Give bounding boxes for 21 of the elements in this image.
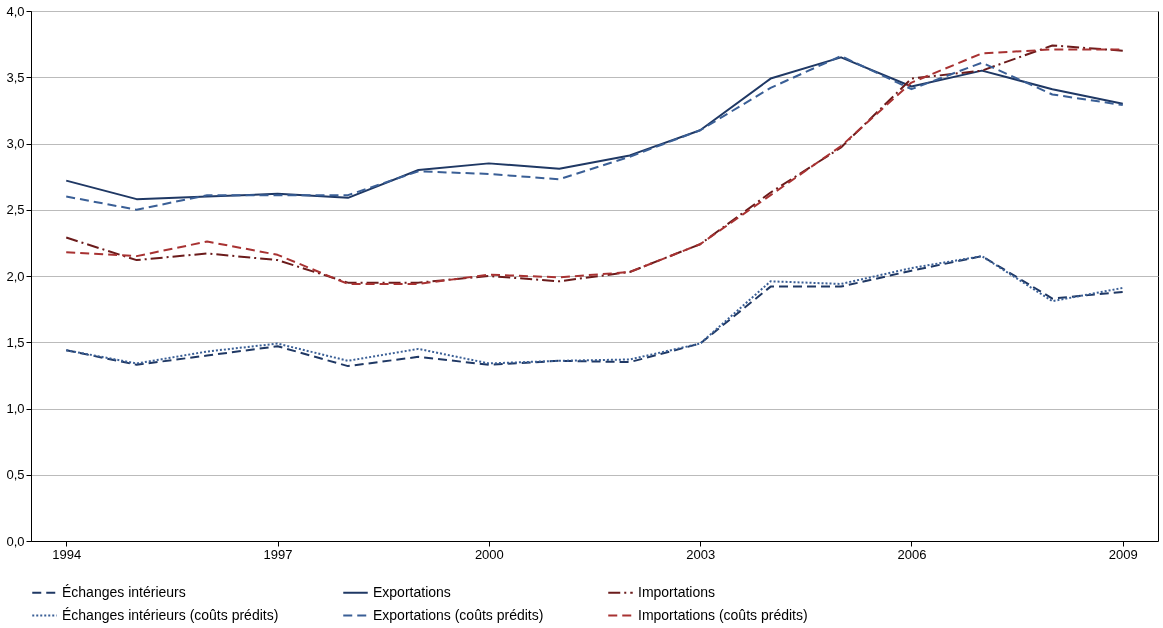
legend-label: Échanges intérieurs bbox=[62, 583, 186, 600]
y-tick-label: 3,0 bbox=[6, 136, 25, 151]
legend-label: Échanges intérieurs (coûts prédits) bbox=[62, 606, 279, 623]
y-tick-label: 2,5 bbox=[6, 202, 25, 218]
y-tick-label: 2,0 bbox=[6, 268, 25, 284]
x-tick-label: 2009 bbox=[1108, 546, 1138, 562]
y-tick-label: 1,5 bbox=[6, 334, 25, 350]
y-tick-label: 4,0 bbox=[6, 3, 25, 19]
x-tick-label: 2003 bbox=[686, 546, 716, 562]
legend-label: Importations bbox=[638, 583, 716, 600]
y-tick-label: 0,5 bbox=[6, 467, 25, 483]
x-tick-label: 2000 bbox=[474, 546, 504, 562]
y-tick-label: 1,0 bbox=[6, 401, 25, 416]
y-tick-label: 3,5 bbox=[6, 69, 25, 85]
x-tick-label: 1997 bbox=[263, 546, 293, 562]
y-tick-label: 0,0 bbox=[6, 533, 25, 549]
legend-label: Importations (coûts prédits) bbox=[638, 606, 808, 623]
legend-label: Exportations (coûts prédits) bbox=[373, 606, 544, 623]
legend-label: Exportations bbox=[373, 583, 451, 600]
x-tick-label: 2006 bbox=[897, 546, 927, 562]
x-tick-label: 1994 bbox=[52, 546, 82, 562]
